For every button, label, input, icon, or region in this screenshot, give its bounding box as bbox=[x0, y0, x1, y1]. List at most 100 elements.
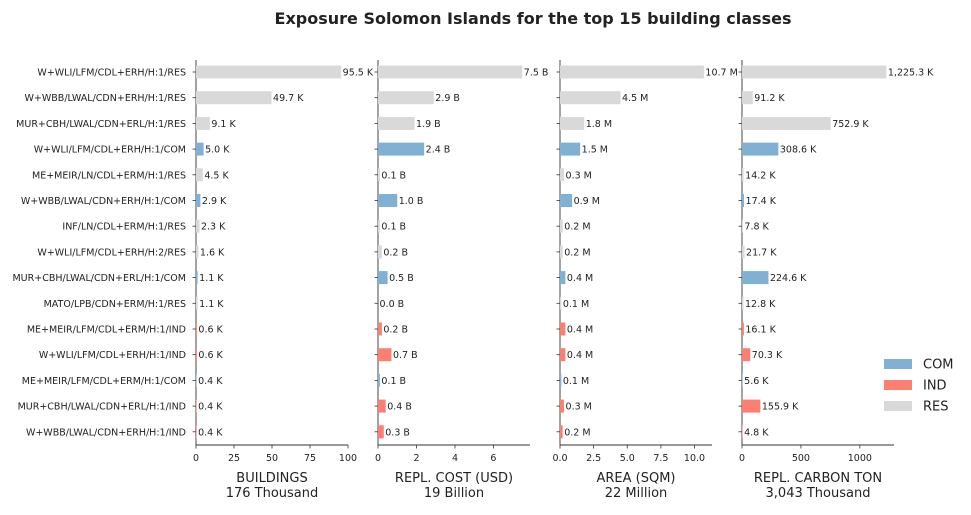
bar-value-label: 1.1 K bbox=[199, 299, 224, 310]
category-label: MUR+CBH/LWAL/CDN+ERL/H:1/IND bbox=[18, 402, 186, 413]
bar-value-label: 0.7 B bbox=[393, 350, 418, 361]
category-label: ME+MEIR/LFM/CDL+ERM/H:1/IND bbox=[27, 325, 186, 336]
x-tick-label: 2.5 bbox=[586, 453, 601, 464]
bar-value-label: 1.8 M bbox=[586, 119, 612, 130]
category-label: W+WLI/LFM/CDL+ERH/H:1/COM bbox=[34, 145, 186, 156]
bar bbox=[742, 271, 769, 285]
x-tick-label: 500 bbox=[792, 453, 810, 464]
category-label: MUR+CBH/LWAL/CDN+ERL/H:1/COM bbox=[12, 273, 186, 284]
legend-label: COM bbox=[923, 358, 954, 373]
x-tick-label: 0 bbox=[375, 453, 381, 464]
bar bbox=[560, 425, 563, 439]
bar-value-label: 7.5 B bbox=[524, 68, 549, 79]
bar bbox=[560, 116, 585, 130]
bar-value-label: 2.9 K bbox=[202, 196, 227, 207]
bar-value-label: 752.9 K bbox=[832, 119, 869, 130]
bar bbox=[378, 322, 382, 336]
bar-value-label: 1.0 B bbox=[399, 196, 424, 207]
bar-value-label: 155.9 K bbox=[762, 402, 799, 413]
bar-value-label: 1.6 K bbox=[200, 247, 225, 258]
bar bbox=[378, 194, 398, 207]
bar-value-label: 16.1 K bbox=[745, 325, 776, 336]
bar-value-label: 0.1 B bbox=[381, 170, 406, 181]
category-label: W+WBB/LWAL/CDN+ERH/H:1/COM bbox=[21, 196, 186, 207]
bar bbox=[196, 245, 199, 259]
bar bbox=[196, 296, 198, 310]
bar bbox=[742, 296, 744, 310]
bar bbox=[378, 65, 523, 79]
bar-value-label: 4.5 M bbox=[622, 93, 648, 104]
bar-value-label: 2.9 B bbox=[435, 93, 460, 104]
x-axis-total: 3,043 Thousand bbox=[766, 486, 871, 501]
bar-value-label: 9.1 K bbox=[211, 119, 236, 130]
bar-value-label: 21.7 K bbox=[746, 247, 777, 258]
bar-value-label: 224.6 K bbox=[770, 273, 807, 284]
bar bbox=[196, 194, 201, 207]
x-tick-label: 75 bbox=[304, 453, 316, 464]
bar bbox=[378, 116, 415, 130]
bar-value-label: 10.7 M bbox=[705, 68, 737, 79]
bar-value-label: 0.2 M bbox=[564, 247, 590, 258]
bar-value-label: 0.2 M bbox=[564, 222, 590, 233]
x-axis-label: BUILDINGS bbox=[236, 471, 307, 486]
bar-value-label: 0.4 M bbox=[567, 350, 593, 361]
x-axis-label: REPL. COST (USD) bbox=[395, 471, 513, 486]
x-tick-label: 25 bbox=[228, 453, 240, 464]
chart-title: Exposure Solomon Islands for the top 15 … bbox=[275, 9, 792, 28]
bar bbox=[196, 425, 197, 439]
bar bbox=[196, 271, 198, 285]
bar-value-label: 1,225.3 K bbox=[888, 68, 934, 79]
bar bbox=[560, 194, 573, 207]
bar-value-label: 0.6 K bbox=[198, 350, 223, 361]
bar-value-label: 91.2 K bbox=[754, 93, 785, 104]
x-tick-label: 50 bbox=[266, 453, 278, 464]
bar-value-label: 0.3 M bbox=[566, 170, 592, 181]
bar-value-label: 12.8 K bbox=[745, 299, 776, 310]
legend-swatch bbox=[884, 401, 912, 411]
bar bbox=[378, 142, 425, 156]
x-tick-label: 1000 bbox=[848, 453, 872, 464]
bar-value-label: 0.6 K bbox=[198, 325, 223, 336]
bar bbox=[196, 65, 342, 79]
bar bbox=[560, 348, 566, 362]
bar-value-label: 49.7 K bbox=[273, 93, 304, 104]
bar bbox=[742, 322, 744, 336]
x-axis-total: 22 Million bbox=[605, 486, 668, 501]
bar bbox=[560, 322, 566, 336]
bar bbox=[742, 219, 743, 233]
bar-value-label: 0.9 M bbox=[574, 196, 600, 207]
bar bbox=[196, 168, 203, 182]
bar-value-label: 2.3 K bbox=[201, 222, 226, 233]
category-label: W+WLI/LFM/CDL+ERH/H:1/RES bbox=[37, 68, 186, 79]
bar-value-label: 0.1 M bbox=[563, 299, 589, 310]
bar bbox=[742, 168, 744, 182]
x-axis-total: 176 Thousand bbox=[226, 486, 319, 501]
bar bbox=[742, 91, 753, 105]
bar bbox=[560, 271, 566, 285]
x-tick-label: 10.0 bbox=[684, 453, 705, 464]
bar bbox=[742, 348, 751, 362]
x-tick-label: 5.0 bbox=[620, 453, 635, 464]
category-label: ME+MEIR/LN/CDL+ERM/H:1/RES bbox=[32, 170, 186, 181]
bar-value-label: 0.4 M bbox=[567, 273, 593, 284]
bar bbox=[560, 245, 563, 259]
bar-value-label: 0.4 B bbox=[387, 402, 412, 413]
bar bbox=[742, 373, 743, 387]
bar bbox=[378, 373, 380, 387]
bar-value-label: 0.2 B bbox=[383, 325, 408, 336]
bar bbox=[378, 425, 384, 439]
bar bbox=[378, 271, 388, 285]
bar bbox=[560, 91, 621, 105]
category-label: INF/LN/CDL+ERM/H:1/RES bbox=[62, 222, 186, 233]
bar-value-label: 1.9 B bbox=[416, 119, 441, 130]
bar bbox=[378, 168, 380, 182]
bar bbox=[196, 219, 200, 233]
bar bbox=[560, 168, 565, 182]
category-label: MATO/LPB/CDN+ERM/H:1/RES bbox=[44, 299, 186, 310]
bar bbox=[742, 245, 745, 259]
bar-value-label: 0.0 B bbox=[380, 299, 405, 310]
category-label: W+WBB/LWAL/CDN+ERH/H:1/RES bbox=[25, 93, 186, 104]
legend-swatch bbox=[884, 359, 912, 369]
